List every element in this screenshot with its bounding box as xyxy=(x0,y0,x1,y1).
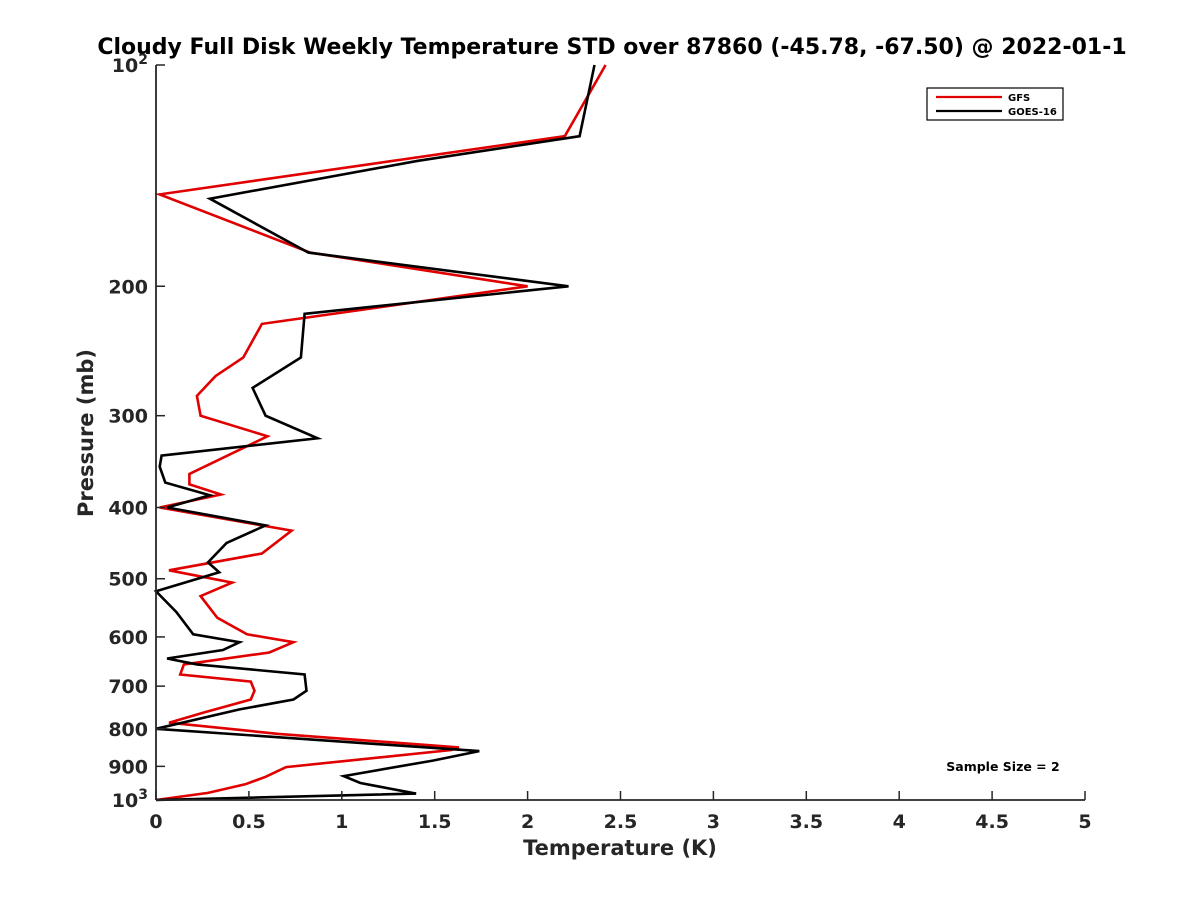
y-tick-label: 600 xyxy=(108,627,148,649)
y-tick-label: 103 xyxy=(112,787,148,812)
y-tick-label: 300 xyxy=(108,406,148,428)
y-tick-label: 700 xyxy=(108,676,148,698)
x-tick-label: 4.5 xyxy=(975,811,1009,833)
x-tick-label: 4 xyxy=(893,811,906,833)
x-tick-label: 0.5 xyxy=(232,811,266,833)
legend-label-goes-16: GOES-16 xyxy=(1008,107,1057,118)
x-tick-label: 3.5 xyxy=(789,811,823,833)
series-layer xyxy=(153,64,607,802)
y-axis-label: Pressure (mb) xyxy=(74,349,98,517)
y-tick-label: 400 xyxy=(108,498,148,520)
x-tick-label: 5 xyxy=(1078,811,1091,833)
x-tick-label: 2 xyxy=(521,811,534,833)
x-tick-label: 0 xyxy=(149,811,162,833)
y-tick-label: 500 xyxy=(108,569,148,591)
sample-size-annotation: Sample Size = 2 xyxy=(946,759,1059,774)
legend-label-gfs: GFS xyxy=(1008,93,1030,104)
legend: GFS GOES-16 xyxy=(926,87,1064,121)
y-ticks: 102 200 300 400 500 600 700 800 900 103 xyxy=(108,52,165,812)
x-tick-label: 3 xyxy=(707,811,720,833)
x-ticks: 0 0.5 1 1.5 2 2.5 3 3.5 4 4.5 5 xyxy=(149,791,1092,833)
series-line-gfs xyxy=(154,64,607,802)
y-tick-label: 900 xyxy=(108,756,148,778)
x-tick-label: 2.5 xyxy=(604,811,638,833)
chart-title: Cloudy Full Disk Weekly Temperature STD … xyxy=(97,35,1126,60)
x-tick-label: 1.5 xyxy=(418,811,452,833)
y-tick-label: 800 xyxy=(108,719,148,741)
y-tick-label: 102 xyxy=(112,52,148,77)
legend-box xyxy=(926,87,1064,121)
plot-area: 0 0.5 1 1.5 2 2.5 3 3.5 4 4.5 5 102 200 300 400 500 600… xyxy=(108,52,1091,833)
x-axis-label: Temperature (K) xyxy=(523,836,717,860)
x-tick-label: 1 xyxy=(335,811,348,833)
y-tick-label: 200 xyxy=(108,276,148,298)
series-line-goes-16 xyxy=(153,64,596,802)
